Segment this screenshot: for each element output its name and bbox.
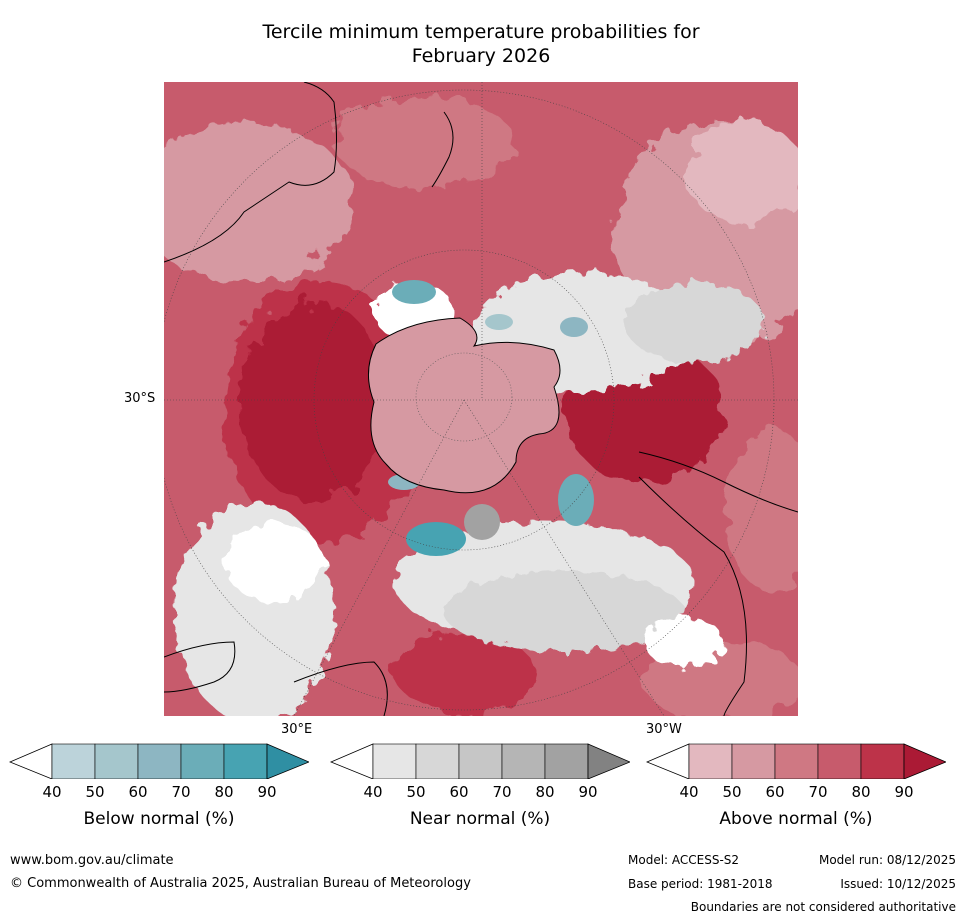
footer-issued: Issued: 10/12/2025: [840, 877, 956, 891]
colorbar-min-arrow: [9, 743, 53, 779]
colorbar-tick-label: 90: [578, 783, 598, 801]
colorbar-swatch: [501, 743, 546, 779]
colorbar-below-normal: 40 50 60 70 80 90 Below normal (%): [9, 743, 309, 843]
colorbar-max-arrow: [903, 743, 946, 779]
footer-model: Model: ACCESS-S2: [628, 853, 740, 867]
antarctica: [368, 317, 561, 494]
colorbar-swatch: [774, 743, 819, 779]
colorbar-tick-label: 90: [257, 783, 277, 801]
colorbar-max-arrow: [266, 743, 309, 779]
continent-outlines: [164, 82, 798, 716]
colorbar-min-arrow: [646, 743, 690, 779]
colorbar-swatch: [180, 743, 225, 779]
colorbar-swatch: [458, 743, 503, 779]
colorbar-tick-label: 50: [85, 783, 105, 801]
map-svg: [164, 82, 798, 716]
colorbar-tick-label: 70: [808, 783, 828, 801]
footer-copyright: © Commonwealth of Australia 2025, Austra…: [10, 876, 471, 891]
colorbar-tick-label: 60: [765, 783, 785, 801]
colorbar-tick-label: 60: [128, 783, 148, 801]
colorbar-label: Below normal (%): [83, 809, 235, 829]
colorbar-max-arrow: [587, 743, 630, 779]
colorbar-swatch: [223, 743, 268, 779]
colorbar-label: Near normal (%): [409, 809, 551, 829]
lat-label-30s: 30°S: [124, 391, 156, 406]
colorbar-above-normal: 40 50 60 70 80 90 Above normal (%): [646, 743, 946, 843]
colorbar-tick-label: 40: [363, 783, 383, 801]
colorbar-swatch: [372, 743, 417, 779]
colorbar-tick-label: 80: [535, 783, 555, 801]
colorbar-tick-label: 70: [492, 783, 512, 801]
footer-model-run: Model run: 08/12/2025: [818, 853, 956, 867]
footer-disclaimer: Boundaries are not considered authoritat…: [690, 900, 956, 914]
colorbar-swatch: [731, 743, 776, 779]
lon-label-30w: 30°W: [646, 722, 682, 737]
colorbar-min-arrow: [330, 743, 374, 779]
colorbar-tick-label: 80: [851, 783, 871, 801]
colorbar-swatch: [94, 743, 139, 779]
colorbar-tick-label: 70: [171, 783, 191, 801]
colorbar-swatch: [860, 743, 905, 779]
graticule: [164, 82, 798, 716]
colorbar-tick-label: 90: [894, 783, 914, 801]
colorbar-swatch: [817, 743, 862, 779]
colorbar-swatch: [544, 743, 589, 779]
colorbar-tick-label: 60: [449, 783, 469, 801]
colorbar-label: Above normal (%): [719, 809, 873, 829]
colorbar-tick-label: 50: [722, 783, 742, 801]
title-line-2: February 2026: [411, 45, 551, 67]
colorbar-swatch: [688, 743, 733, 779]
colorbar-swatches: [330, 743, 630, 779]
below-normal-patches: [388, 280, 594, 556]
title-line-1: Tercile minimum temperature probabilitie…: [262, 21, 700, 43]
colorbar-swatch: [415, 743, 460, 779]
lon-label-30e: 30°E: [281, 722, 313, 737]
probability-map: [164, 82, 798, 716]
colorbar-swatch: [51, 743, 96, 779]
colorbar-tick-label: 40: [679, 783, 699, 801]
footer-website: www.bom.gov.au/climate: [10, 853, 174, 868]
map-title: Tercile minimum temperature probabilitie…: [164, 20, 798, 68]
colorbar-tick-label: 40: [42, 783, 62, 801]
colorbar-swatches: [646, 743, 946, 779]
colorbar-swatch: [137, 743, 182, 779]
colorbar-swatches: [9, 743, 309, 779]
colorbar-near-normal: 40 50 60 70 80 90 Near normal (%): [330, 743, 630, 843]
colorbar-tick-label: 50: [406, 783, 426, 801]
footer-base-period: Base period: 1981-2018: [628, 877, 773, 891]
colorbar-tick-label: 80: [214, 783, 234, 801]
